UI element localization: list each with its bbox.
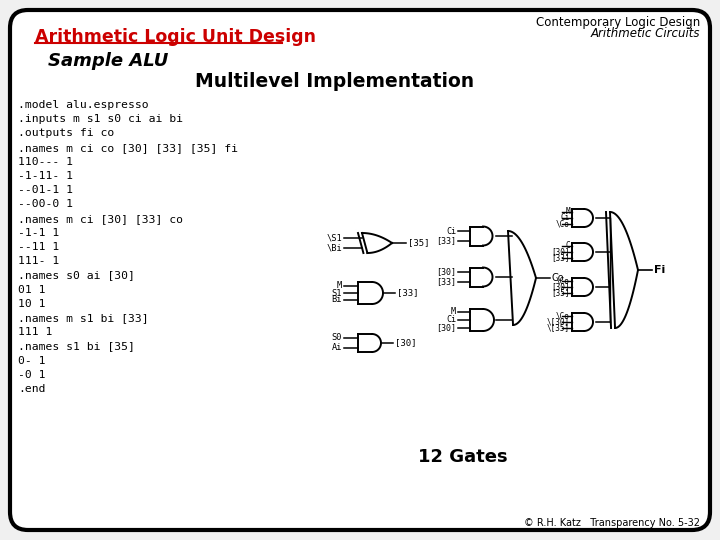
Text: Arithmetic Circuits: Arithmetic Circuits [590, 27, 700, 40]
Text: -1-1 1: -1-1 1 [18, 228, 59, 238]
Text: Ai: Ai [331, 343, 342, 353]
Text: S0: S0 [331, 334, 342, 342]
Text: 10 1: 10 1 [18, 299, 45, 309]
Text: Ci: Ci [446, 226, 456, 235]
Text: [35]: [35] [552, 288, 570, 298]
Text: M: M [451, 307, 456, 316]
Text: .end: .end [18, 384, 45, 394]
Text: Ci: Ci [446, 315, 456, 325]
Text: .names m ci co [30] [33] [35] fi: .names m ci co [30] [33] [35] fi [18, 143, 238, 153]
Text: S1: S1 [331, 288, 342, 298]
Text: [30]: [30] [395, 339, 416, 348]
Text: M: M [565, 207, 570, 217]
Text: .outputs fi co: .outputs fi co [18, 129, 114, 138]
Text: \[35]: \[35] [547, 323, 570, 333]
Text: .names s1 bi [35]: .names s1 bi [35] [18, 341, 135, 352]
Text: [33]: [33] [436, 278, 456, 287]
Text: [33]: [33] [552, 253, 570, 262]
Text: Bi: Bi [331, 295, 342, 305]
Text: .inputs m s1 s0 ci ai bi: .inputs m s1 s0 ci ai bi [18, 114, 183, 124]
Text: \Co: \Co [556, 219, 570, 228]
Text: \Bi: \Bi [326, 244, 342, 253]
Text: [35]: [35] [408, 239, 430, 247]
Text: \[30]: \[30] [547, 318, 570, 327]
Text: Fi: Fi [654, 265, 665, 275]
Text: [30]: [30] [552, 247, 570, 256]
Text: 12 Gates: 12 Gates [418, 448, 508, 466]
Text: 0- 1: 0- 1 [18, 356, 45, 366]
Text: -1-11- 1: -1-11- 1 [18, 171, 73, 181]
Text: © R.H. Katz   Transparency No. 5-32: © R.H. Katz Transparency No. 5-32 [524, 518, 700, 528]
Text: 111- 1: 111- 1 [18, 256, 59, 266]
Text: .names s0 ai [30]: .names s0 ai [30] [18, 271, 135, 280]
Text: Multilevel Implementation: Multilevel Implementation [195, 72, 474, 91]
Text: 01 1: 01 1 [18, 285, 45, 295]
Text: Ci: Ci [561, 213, 570, 222]
Text: --01-1 1: --01-1 1 [18, 185, 73, 195]
Text: --00-0 1: --00-0 1 [18, 199, 73, 210]
Text: Co: Co [552, 273, 564, 283]
Text: .names m s1 bi [33]: .names m s1 bi [33] [18, 313, 148, 323]
Text: [33]: [33] [436, 237, 456, 246]
Text: Arithmetic Logic Unit Design: Arithmetic Logic Unit Design [35, 28, 316, 46]
Text: 111 1: 111 1 [18, 327, 53, 337]
Text: 110--- 1: 110--- 1 [18, 157, 73, 167]
Text: [30]: [30] [436, 323, 456, 333]
Text: \S1: \S1 [326, 233, 342, 242]
Text: C: C [565, 241, 570, 251]
Text: [33]: [33] [397, 288, 418, 298]
Text: [30]: [30] [436, 267, 456, 276]
FancyBboxPatch shape [10, 10, 710, 530]
Text: -0 1: -0 1 [18, 370, 45, 380]
Text: [30]: [30] [552, 282, 570, 292]
Text: .names m ci [30] [33] co: .names m ci [30] [33] co [18, 214, 183, 224]
Text: .model alu.espresso: .model alu.espresso [18, 100, 148, 110]
Text: \Co: \Co [556, 276, 570, 286]
Text: --11 1: --11 1 [18, 242, 59, 252]
Text: Contemporary Logic Design: Contemporary Logic Design [536, 16, 700, 29]
Text: \Co: \Co [556, 312, 570, 321]
Text: M: M [337, 281, 342, 291]
Text: Sample ALU: Sample ALU [48, 52, 168, 70]
